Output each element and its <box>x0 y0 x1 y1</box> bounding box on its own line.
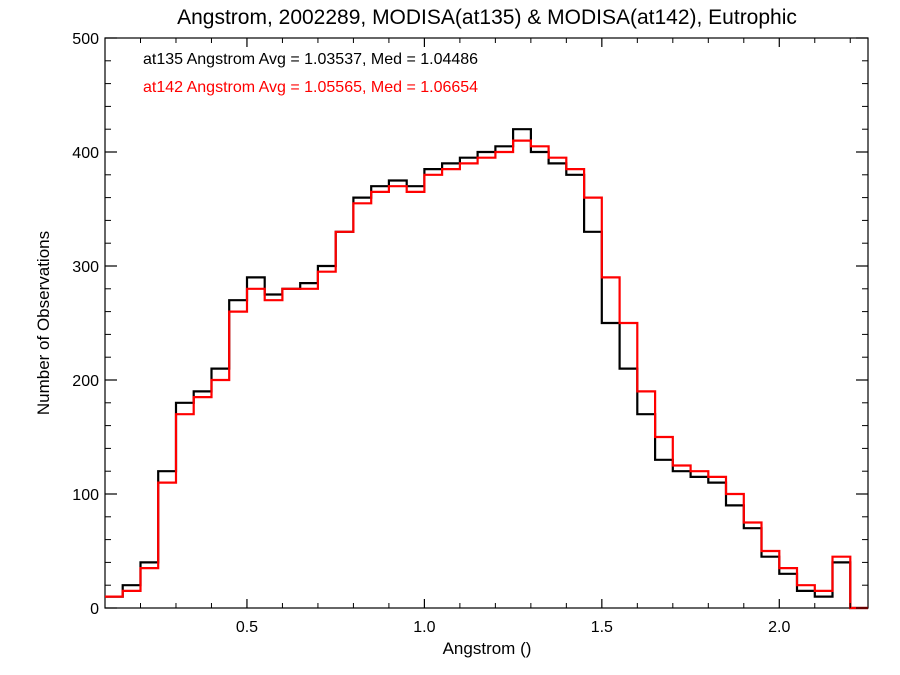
series-line-0 <box>105 128 868 610</box>
y-tick-label-3: 300 <box>72 259 99 276</box>
y-tick-label-5: 500 <box>72 31 99 48</box>
y-tick-label-0: 0 <box>90 601 99 618</box>
annotation-at135: at135 Angstrom Avg = 1.03537, Med = 1.04… <box>143 51 478 68</box>
x-tick-label-1: 1.0 <box>413 619 435 636</box>
series-line-1 <box>105 139 868 610</box>
plot-frame <box>104 37 869 609</box>
y-axis-label: Number of Observations <box>34 231 53 415</box>
x-tick-label-2: 1.5 <box>591 619 613 636</box>
y-axis-ticks: 0 100 200 300 400 500 <box>72 31 868 618</box>
x-tick-label-0: 0.5 <box>236 619 258 636</box>
y-tick-label-2: 200 <box>72 373 99 390</box>
series-layer <box>105 128 868 610</box>
y-tick-label-4: 400 <box>72 145 99 162</box>
chart-title: Angstrom, 2002289, MODISA(at135) & MODIS… <box>177 6 797 29</box>
y-tick-label-1: 100 <box>72 487 99 504</box>
x-tick-label-3: 2.0 <box>768 619 790 636</box>
annotation-at142: at142 Angstrom Avg = 1.05565, Med = 1.06… <box>143 79 478 96</box>
x-axis-ticks: 0.5 1.0 1.5 2.0 <box>104 38 851 636</box>
x-axis-label: Angstrom () <box>443 639 532 658</box>
